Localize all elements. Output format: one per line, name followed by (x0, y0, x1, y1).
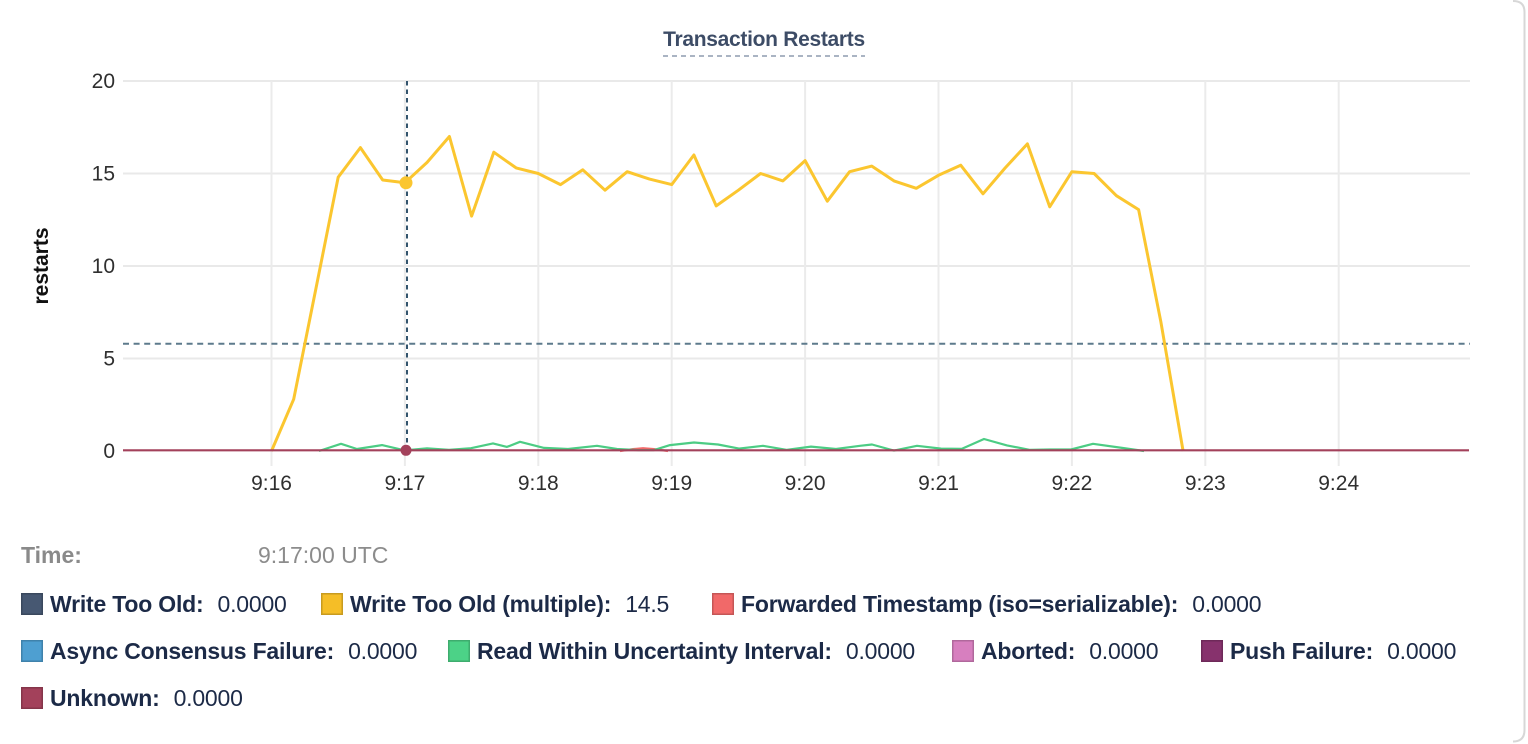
svg-text:9:24: 9:24 (1318, 472, 1359, 495)
svg-text:9:20: 9:20 (785, 472, 826, 495)
svg-text:9:17: 9:17 (384, 472, 425, 495)
svg-text:9:16: 9:16 (251, 472, 292, 495)
svg-text:20: 20 (92, 70, 115, 93)
svg-text:9:23: 9:23 (1185, 472, 1226, 495)
svg-text:9:19: 9:19 (651, 472, 692, 495)
svg-text:9:22: 9:22 (1051, 472, 1092, 495)
svg-text:0: 0 (103, 440, 115, 463)
svg-text:9:18: 9:18 (518, 472, 559, 495)
svg-text:9:21: 9:21 (918, 472, 959, 495)
svg-text:15: 15 (92, 163, 115, 186)
svg-text:10: 10 (92, 255, 115, 278)
svg-text:5: 5 (103, 348, 115, 371)
svg-text:restarts: restarts (30, 227, 53, 304)
